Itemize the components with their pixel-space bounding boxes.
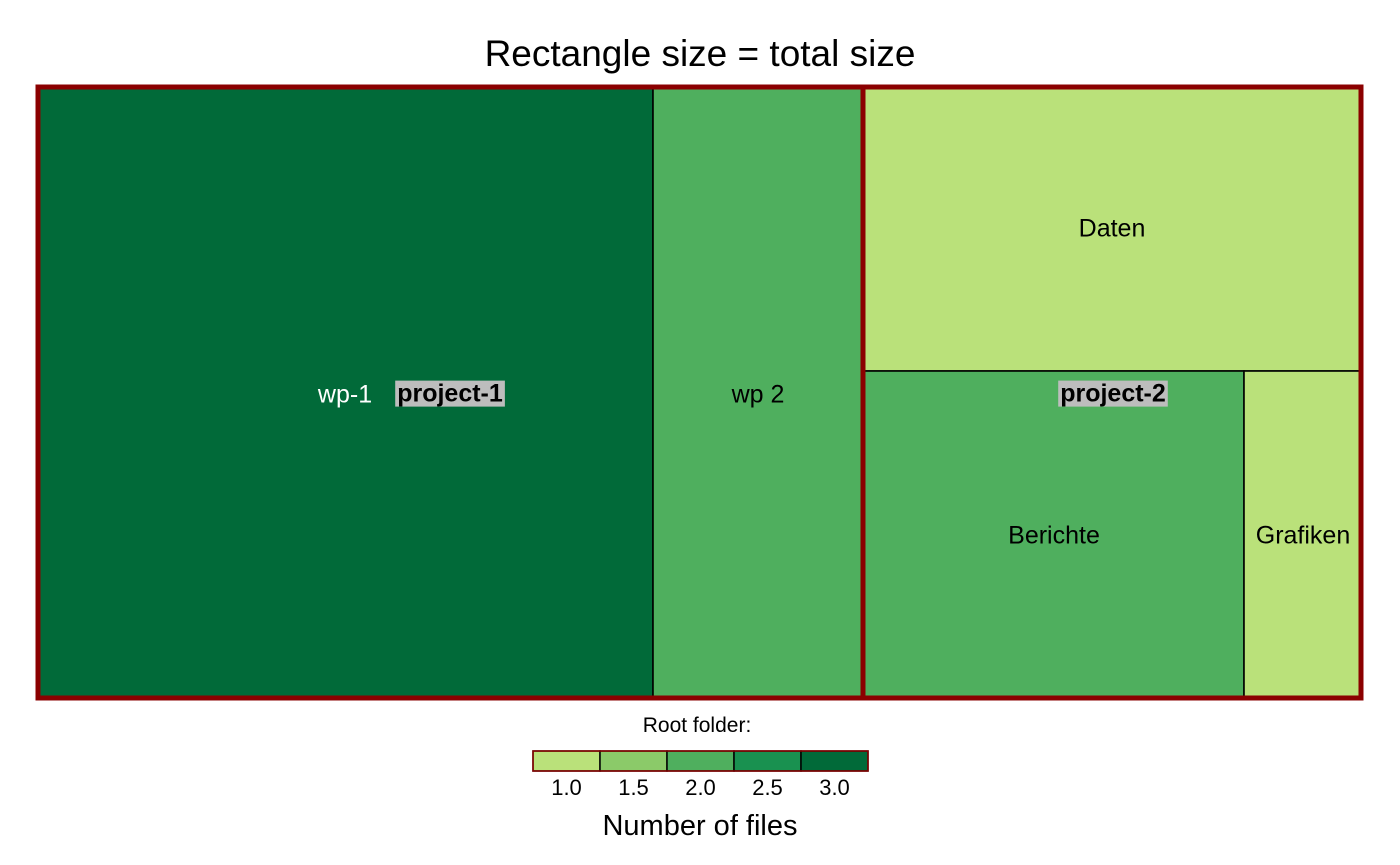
legend: 1.0 1.5 2.0 2.5 3.0 xyxy=(532,750,869,800)
leaf-label-wp-2: wp 2 xyxy=(731,381,785,409)
leaf-label-berichte: Berichte xyxy=(1008,522,1100,550)
leaf-label-wp-1: wp-1 xyxy=(317,381,372,409)
group-label-project-2: project-2 xyxy=(1060,380,1166,408)
leaf-rect-grafiken xyxy=(1243,370,1362,699)
leaf-label-grafiken: Grafiken xyxy=(1256,522,1350,550)
legend-swatch xyxy=(800,750,869,772)
leaf-rectangles xyxy=(37,86,1362,699)
legend-swatch xyxy=(733,750,802,772)
leaf-rect-wp-2 xyxy=(652,86,864,699)
legend-tick-label: 1.0 xyxy=(551,775,582,800)
legend-tick-label: 3.0 xyxy=(819,775,850,800)
group-label-bg-project-2 xyxy=(1058,380,1168,407)
group-borders xyxy=(35,84,1364,701)
legend-tick-label: 1.5 xyxy=(618,775,649,800)
legend-tick-label: 2.5 xyxy=(752,775,783,800)
legend-swatch xyxy=(666,750,735,772)
group-label-bg-project-1 xyxy=(395,380,505,407)
group-border-project-2 xyxy=(860,84,1364,701)
legend-swatch xyxy=(532,750,601,772)
legend-title: Number of files xyxy=(602,810,797,842)
leaf-rect-berichte xyxy=(862,370,1245,699)
leaf-rect-wp-1 xyxy=(37,86,654,699)
group-label-project-1: project-1 xyxy=(397,380,503,408)
legend-outline xyxy=(532,750,869,772)
legend-swatch xyxy=(599,750,668,772)
rectangle-labels: wp-1 wp 2 project-1 Daten Berichte Grafiken pr… xyxy=(317,215,1350,550)
legend-tick-label: 2.0 xyxy=(685,775,716,800)
chart-title: Rectangle size = total size xyxy=(485,33,916,74)
leaf-label-daten: Daten xyxy=(1079,215,1146,243)
legend-heading: Root folder: xyxy=(643,714,752,737)
